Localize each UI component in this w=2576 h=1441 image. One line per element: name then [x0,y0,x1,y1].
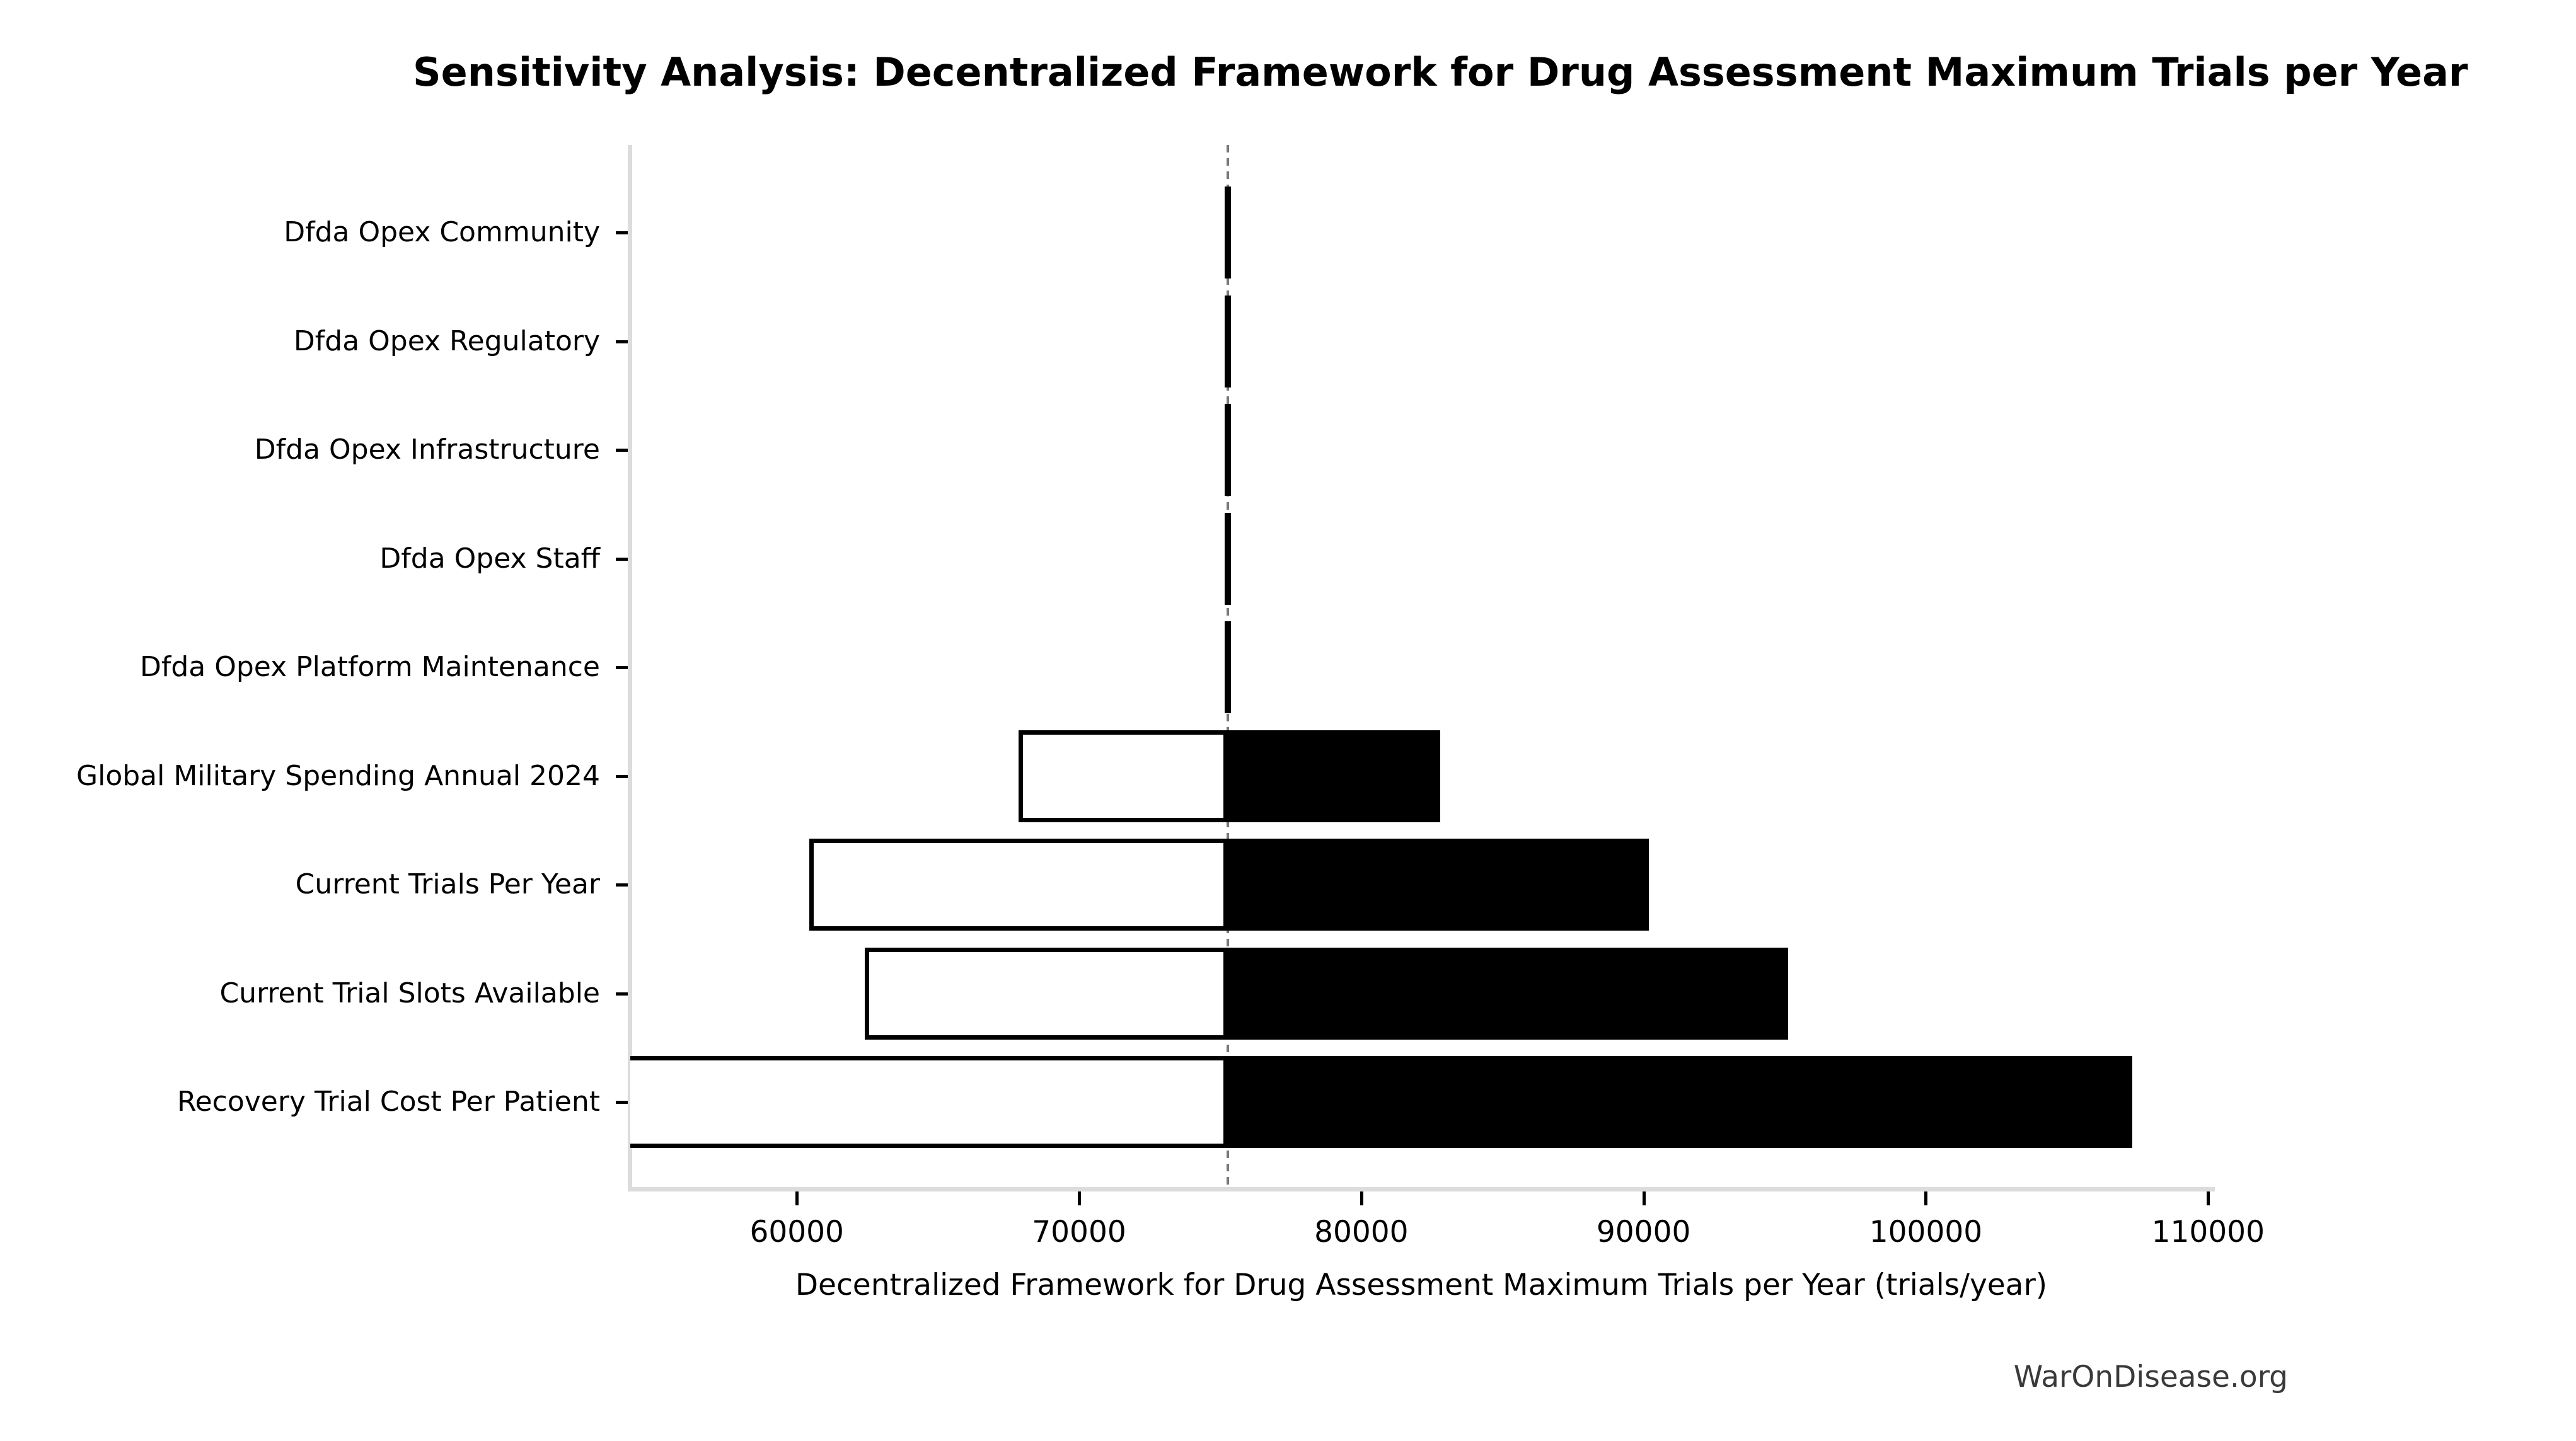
x-tick-mark [795,1191,799,1205]
x-axis-label: Decentralized Framework for Drug Assessm… [795,1268,2048,1302]
y-axis-label: Current Trial Slots Available [219,977,600,1009]
x-tick-mark [1360,1191,1363,1205]
y-axis-spine [628,145,632,1191]
x-tick-label: 90000 [1596,1215,1691,1249]
tornado-bar-low [630,1056,1228,1148]
y-tick-mark [616,557,628,561]
x-tick-label: 110000 [2151,1215,2265,1249]
y-tick-mark [616,666,628,669]
chart-title: Sensitivity Analysis: Decentralized Fram… [413,49,2468,95]
y-axis-label: Current Trials Per Year [295,868,600,900]
tornado-bar-high [1228,1056,2133,1148]
tornado-bar-tiny [1225,187,1232,278]
tornado-bar-low [1019,730,1228,822]
tornado-bar-tiny [1225,621,1232,713]
y-axis-label: Global Military Spending Annual 2024 [76,759,600,792]
tornado-bar-tiny [1225,404,1232,496]
y-tick-mark [616,774,628,778]
tornado-bar-tiny [1225,295,1232,388]
y-tick-mark [616,449,628,452]
x-tick-mark [1642,1191,1646,1205]
y-axis-label: Dfda Opex Staff [379,542,600,575]
x-axis-spine [628,1187,2215,1191]
tornado-bar-tiny [1225,512,1232,605]
y-axis-label: Dfda Opex Regulatory [293,324,600,357]
x-tick-label: 80000 [1314,1215,1409,1249]
y-axis-label: Recovery Trial Cost Per Patient [176,1086,600,1118]
x-tick-mark [1078,1191,1082,1205]
y-tick-mark [616,883,628,887]
x-tick-mark [1924,1191,1928,1205]
y-tick-mark [616,340,628,343]
tornado-bar-low [865,947,1228,1040]
x-tick-label: 70000 [1032,1215,1126,1249]
x-tick-label: 60000 [749,1215,844,1249]
tornado-bar-high [1228,947,1789,1040]
x-tick-label: 100000 [1869,1215,1983,1249]
y-tick-mark [616,992,628,996]
tornado-bar-low [809,839,1228,931]
plot-area [630,145,2212,1189]
y-axis-label: Dfda Opex Community [284,216,600,248]
y-tick-mark [616,1101,628,1104]
x-tick-mark [2207,1191,2210,1205]
watermark-text: WarOnDisease.org [2013,1360,2288,1394]
y-axis-label: Dfda Opex Platform Maintenance [139,651,600,683]
y-axis-label: Dfda Opex Infrastructure [254,433,600,466]
tornado-bar-high [1228,730,1440,822]
tornado-bar-high [1228,839,1649,931]
y-tick-mark [616,231,628,234]
